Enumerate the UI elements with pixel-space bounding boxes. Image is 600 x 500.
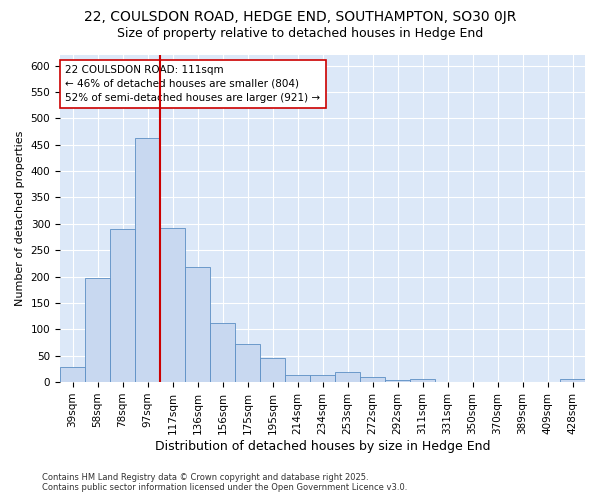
- Text: Size of property relative to detached houses in Hedge End: Size of property relative to detached ho…: [117, 28, 483, 40]
- Bar: [260, 358, 285, 382]
- Bar: [360, 377, 385, 382]
- Bar: [335, 372, 360, 382]
- Bar: [110, 229, 135, 382]
- X-axis label: Distribution of detached houses by size in Hedge End: Distribution of detached houses by size …: [155, 440, 490, 452]
- Bar: [310, 375, 335, 382]
- Bar: [85, 278, 110, 382]
- Text: 22 COULSDON ROAD: 111sqm
← 46% of detached houses are smaller (804)
52% of semi-: 22 COULSDON ROAD: 111sqm ← 46% of detach…: [65, 65, 320, 103]
- Y-axis label: Number of detached properties: Number of detached properties: [15, 131, 25, 306]
- Bar: [285, 375, 310, 382]
- Bar: [560, 380, 585, 382]
- Bar: [185, 267, 210, 382]
- Text: Contains HM Land Registry data © Crown copyright and database right 2025.
Contai: Contains HM Land Registry data © Crown c…: [42, 473, 407, 492]
- Bar: [410, 379, 435, 382]
- Bar: [235, 344, 260, 382]
- Bar: [210, 323, 235, 382]
- Bar: [60, 368, 85, 382]
- Bar: [385, 380, 410, 382]
- Bar: [160, 228, 185, 382]
- Text: 22, COULSDON ROAD, HEDGE END, SOUTHAMPTON, SO30 0JR: 22, COULSDON ROAD, HEDGE END, SOUTHAMPTO…: [84, 10, 516, 24]
- Bar: [135, 138, 160, 382]
